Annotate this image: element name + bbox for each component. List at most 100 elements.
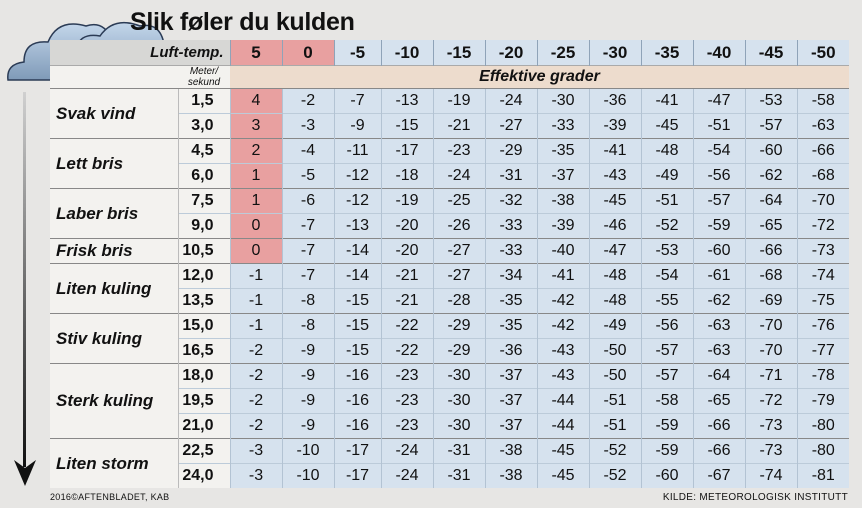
effective-temp-cell: -11 [333,138,381,164]
effective-temp-cell: -66 [744,238,797,264]
table-row: 21,0 -2 -9 -16 -23 -30 -37 -44 -51 -59 -66 -73 -80 [50,413,849,439]
effective-temp-cell: -62 [692,288,745,314]
temperature-header: 5 [229,40,282,66]
effective-temp-cell: -37 [484,413,537,439]
effective-temp-cell: -73 [744,413,797,439]
wind-category-label: Frisk bris [50,238,178,264]
table-row: 16,5 -2 -9 -15 -22 -29 -36 -43 -50 -57 -63 -70 -77 [50,338,849,364]
table-row: 13,5 -1 -8 -15 -21 -28 -35 -42 -48 -55 -62 -69 -75 [50,288,849,314]
effective-temp-cell: -34 [484,263,537,289]
effective-temp-cell: -26 [432,213,485,239]
effective-temp-cell: -12 [333,163,381,189]
effective-temp-cell: -2 [229,363,282,389]
effective-temp-cell: -53 [744,88,797,114]
effective-temp-cell: -63 [692,338,745,364]
effective-temp-cell: -17 [380,138,433,164]
wind-category-label: Liten kuling [50,263,178,314]
effective-temp-cell: -21 [432,113,485,139]
wind-category-label: Liten storm [50,438,178,488]
effective-temp-cell: -7 [281,263,334,289]
effective-temp-cell: -41 [536,263,589,289]
wind-category-label: Svak vind [50,88,178,139]
effective-temp-cell: -40 [536,238,589,264]
effective-temp-cell: -68 [796,163,849,189]
effective-temp-cell: -23 [380,413,433,439]
wind-speed: 22,5 [177,438,230,464]
effective-temp-cell: -2 [229,338,282,364]
effective-temp-cell: -7 [281,238,334,264]
effective-temp-cell: -51 [588,388,641,414]
table-row: Laber bris 7,5 1 -6 -12 -19 -25 -32 -38 -45 -51 -57… [50,188,849,239]
effective-temp-cell: -56 [692,163,745,189]
wind-speed: 12,0 [177,263,230,289]
effective-temp-cell: -74 [744,463,797,488]
effective-temp-cell: -15 [333,288,381,314]
subheader-row: Meter/sekund Effektive grader [50,65,849,89]
effective-temp-cell: -28 [432,288,485,314]
effective-temp-cell: -30 [536,88,589,114]
effective-temp-cell: -4 [281,138,334,164]
effective-temp-cell: -35 [484,313,537,339]
effective-temp-cell: -65 [692,388,745,414]
effective-temp-cell: -13 [333,213,381,239]
effective-temp-cell: -24 [380,463,433,488]
effective-temp-cell: -29 [432,313,485,339]
effective-temp-cell: -35 [536,138,589,164]
effective-temp-cell: -56 [640,313,693,339]
effective-temp-cell: -10 [281,438,334,464]
effective-temp-cell: -70 [744,338,797,364]
effective-temp-cell: -76 [796,313,849,339]
table-row: 9,0 0 -7 -13 -20 -26 -33 -39 -46 -52 -59 -65 -72 [50,213,849,239]
wind-speed: 9,0 [177,213,230,239]
effective-temp-cell: -58 [640,388,693,414]
effective-temp-cell: -57 [744,113,797,139]
effective-temp-cell: -37 [536,163,589,189]
temperature-header-row: Luft-temp. 5 0 -5 -10 -15 -20 -25 -30 -35 -40 -45 -5… [50,40,849,66]
effective-temp-cell: -38 [484,463,537,488]
wind-speed: 7,5 [177,188,230,214]
effective-temp-cell: -47 [588,238,641,264]
effective-temp-cell: 1 [229,188,282,214]
effective-temp-cell: -27 [484,113,537,139]
effective-temp-cell: -38 [536,188,589,214]
effective-temp-cell: -2 [229,388,282,414]
wind-speed: 10,5 [177,238,230,264]
effective-temp-cell: -38 [484,438,537,464]
effective-temp-cell: -24 [380,438,433,464]
wind-speed: 21,0 [177,413,230,439]
effective-temp-cell: 0 [229,238,282,264]
effective-temp-cell: -24 [484,88,537,114]
table-row: 19,5 -2 -9 -16 -23 -30 -37 -44 -51 -58 -65 -72 -79 [50,388,849,414]
effective-temp-cell: -3 [229,463,282,488]
effective-temp-cell: -30 [432,388,485,414]
effective-temp-cell: -29 [432,338,485,364]
effective-temp-cell: -35 [484,288,537,314]
effective-temp-cell: -5 [281,163,334,189]
wind-category-label: Sterk kuling [50,363,178,439]
effective-temp-cell: -54 [692,138,745,164]
temperature-header: -5 [333,40,381,66]
effective-temp-cell: -59 [640,438,693,464]
effective-temp-cell: -19 [380,188,433,214]
effective-temp-cell: -32 [484,188,537,214]
effective-temp-cell: -2 [281,88,334,114]
effective-temp-cell: -45 [588,188,641,214]
wind-speed: 16,5 [177,338,230,364]
effective-temp-cell: -7 [333,88,381,114]
effective-temp-cell: -3 [229,438,282,464]
effective-temp-cell: -54 [640,263,693,289]
effective-temp-cell: -9 [281,388,334,414]
effective-temp-cell: -48 [640,138,693,164]
effective-temp-cell: 3 [229,113,282,139]
effective-temp-cell: -41 [640,88,693,114]
effective-temp-cell: -31 [432,463,485,488]
effective-temp-cell: -73 [796,238,849,264]
effective-temp-cell: -24 [432,163,485,189]
effective-temp-cell: -73 [744,438,797,464]
effective-temp-cell: -31 [432,438,485,464]
effective-temp-cell: -57 [640,363,693,389]
effective-temp-cell: -44 [536,413,589,439]
effective-temp-cell: -15 [333,313,381,339]
wind-speed: 19,5 [177,388,230,414]
effective-temp-cell: -80 [796,438,849,464]
